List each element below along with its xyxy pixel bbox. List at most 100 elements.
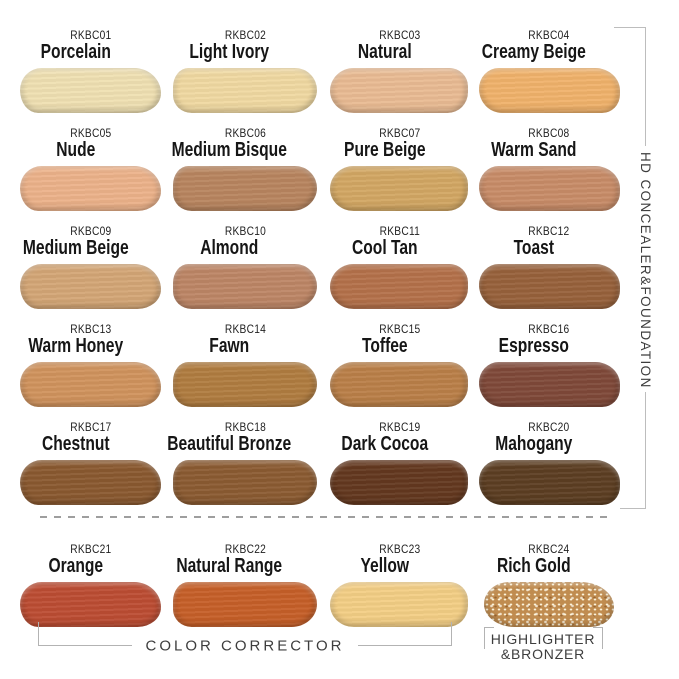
swatch-code: RKBC05 xyxy=(70,126,112,140)
swatch-cell: RKBC18 Beautiful Bronze xyxy=(166,417,325,515)
swatch-name: Warm Sand xyxy=(491,139,577,161)
swatch-cell: RKBC08 Warm Sand xyxy=(474,123,624,221)
swatch-code: RKBC06 xyxy=(224,126,266,140)
swatch-sample xyxy=(173,460,318,505)
swatch-sample xyxy=(478,460,620,505)
swatch-name: Chestnut xyxy=(42,433,110,455)
side-bracket-top-arm xyxy=(614,27,646,28)
swatch-grid: RKBC01 Porcelain RKBC02 Light Ivory RKBC… xyxy=(16,25,624,639)
swatch-sample xyxy=(173,582,318,627)
swatch-cell: RKBC14 Fawn xyxy=(166,319,325,417)
swatch-sample xyxy=(20,582,162,627)
swatch-cell: RKBC09 Medium Beige xyxy=(16,221,166,319)
swatch-name: Toffee xyxy=(361,335,408,357)
swatch-cell: RKBC11 Cool Tan xyxy=(325,221,475,319)
swatch-cell: RKBC21 Orange xyxy=(16,539,166,639)
swatch-code: RKBC19 xyxy=(378,420,421,434)
swatch-cell: RKBC23 Yellow xyxy=(325,539,475,639)
swatch-name: Natural Range xyxy=(176,555,283,577)
swatch-name: Nude xyxy=(56,139,96,161)
swatch-name: Yellow xyxy=(360,555,409,577)
color-corrector-label: COLOR CORRECTOR xyxy=(131,637,359,655)
swatch-sample xyxy=(330,460,469,505)
color-corrector-bracket: COLOR CORRECTOR xyxy=(38,622,452,655)
swatch-cell: RKBC22 Natural Range xyxy=(166,539,325,639)
swatch-code: RKBC10 xyxy=(224,224,266,238)
swatch-sample xyxy=(478,264,620,309)
swatch-code: RKBC24 xyxy=(528,542,570,556)
swatch-name: Toast xyxy=(513,237,555,259)
swatch-code: RKBC17 xyxy=(70,420,112,434)
side-bracket-upper-line xyxy=(645,27,646,146)
swatch-cell: RKBC24 Rich Gold xyxy=(474,539,624,639)
swatch-name: Medium Bisque xyxy=(171,139,287,161)
swatch-sample xyxy=(20,68,162,113)
swatch-code: RKBC18 xyxy=(224,420,266,434)
swatch-code: RKBC08 xyxy=(528,126,570,140)
swatch-sample xyxy=(20,460,162,505)
swatch-cell: RKBC13 Warm Honey xyxy=(16,319,166,417)
swatch-name: Dark Cocoa xyxy=(341,433,428,455)
swatch-code: RKBC09 xyxy=(70,224,112,238)
swatch-name: Natural xyxy=(357,41,412,63)
swatch-sample xyxy=(330,166,469,211)
swatch-sample xyxy=(478,362,620,407)
swatch-name: Creamy Beige xyxy=(482,41,587,63)
swatch-name: Medium Beige xyxy=(22,237,129,259)
swatch-sample xyxy=(173,166,318,211)
swatch-sample xyxy=(173,68,318,113)
swatch-cell: RKBC20 Mahogany xyxy=(474,417,624,515)
swatch-code: RKBC02 xyxy=(224,28,266,42)
swatch-code: RKBC20 xyxy=(528,420,570,434)
swatch-cell: RKBC01 Porcelain xyxy=(16,25,166,123)
swatch-name: Cool Tan xyxy=(351,237,418,259)
side-group-label: HD CONCEALER&FOUNDATION xyxy=(638,151,653,389)
swatch-code: RKBC11 xyxy=(379,224,420,238)
highlighter-label-line1: HIGHLIGHTER xyxy=(490,631,596,647)
swatch-name: Almond xyxy=(200,237,259,259)
swatch-sample xyxy=(330,582,469,627)
swatch-name: Porcelain xyxy=(40,41,111,63)
swatch-code: RKBC15 xyxy=(378,322,421,336)
highlighter-bracket-right-corner xyxy=(593,627,603,649)
swatch-cell: RKBC15 Toffee xyxy=(325,319,475,417)
swatch-name: Warm Honey xyxy=(28,335,124,357)
swatch-cell: RKBC10 Almond xyxy=(166,221,325,319)
swatch-name: Beautiful Bronze xyxy=(167,433,292,455)
swatch-name: Light Ivory xyxy=(189,41,270,63)
swatch-sample xyxy=(20,166,162,211)
swatch-sample xyxy=(330,362,469,407)
swatch-cell: RKBC03 Natural xyxy=(325,25,475,123)
swatch-name: Espresso xyxy=(499,335,570,357)
side-bracket-lower-line xyxy=(645,392,646,508)
swatch-cell: RKBC05 Nude xyxy=(16,123,166,221)
swatch-sample xyxy=(173,264,318,309)
swatch-sample xyxy=(478,68,620,113)
swatch-code: RKBC13 xyxy=(70,322,112,336)
swatch-name: Orange xyxy=(48,555,104,577)
swatch-cell: RKBC12 Toast xyxy=(474,221,624,319)
swatch-code: RKBC01 xyxy=(70,28,112,42)
swatch-sample xyxy=(20,362,162,407)
swatch-code: RKBC23 xyxy=(378,542,421,556)
swatch-sample xyxy=(20,264,162,309)
swatch-code: RKBC04 xyxy=(528,28,570,42)
swatch-name: Fawn xyxy=(209,335,250,357)
swatch-code: RKBC03 xyxy=(378,28,421,42)
highlighter-bronzer-label: HIGHLIGHTER &BRONZER xyxy=(480,632,606,662)
swatch-cell: RKBC07 Pure Beige xyxy=(325,123,475,221)
swatch-cell: RKBC16 Espresso xyxy=(474,319,624,417)
swatch-sample xyxy=(484,582,615,627)
highlighter-label-line2: &BRONZER xyxy=(500,646,586,662)
swatch-cell: RKBC06 Medium Bisque xyxy=(166,123,325,221)
swatch-name: Rich Gold xyxy=(497,555,572,577)
swatch-cell: RKBC04 Creamy Beige xyxy=(474,25,624,123)
swatch-cell: RKBC02 Light Ivory xyxy=(166,25,325,123)
swatch-code: RKBC21 xyxy=(70,542,112,556)
swatch-code: RKBC12 xyxy=(528,224,570,238)
dashed-divider-line xyxy=(40,516,610,518)
swatch-code: RKBC14 xyxy=(224,322,266,336)
group-divider-row xyxy=(16,515,624,539)
swatch-sample xyxy=(330,264,469,309)
